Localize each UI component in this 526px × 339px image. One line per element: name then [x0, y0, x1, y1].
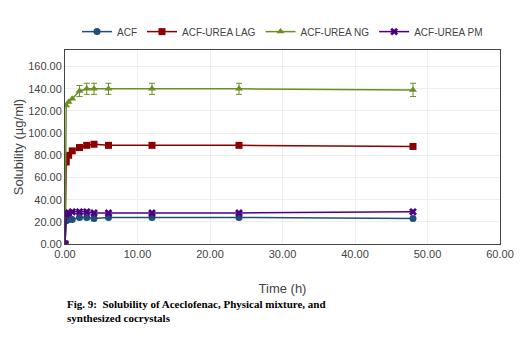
svg-text:20.00: 20.00 — [196, 248, 224, 260]
svg-text:140.00: 140.00 — [28, 83, 62, 95]
svg-text:60.00: 60.00 — [486, 248, 514, 260]
svg-text:Solubility (µg/ml): Solubility (µg/ml) — [11, 99, 26, 195]
svg-text:120.00: 120.00 — [28, 105, 62, 117]
svg-text:50.00: 50.00 — [414, 248, 442, 260]
svg-text:Fig. 9: Solubility of Aceclof: Fig. 9: Solubility of Aceclofenac, Physi… — [67, 298, 326, 324]
svg-text:160.00: 160.00 — [28, 60, 62, 72]
svg-text:0.00: 0.00 — [54, 248, 75, 260]
svg-text:ACF-UREA LAG: ACF-UREA LAG — [182, 27, 256, 38]
svg-text:0.00: 0.00 — [40, 238, 61, 250]
svg-text:ACF: ACF — [117, 27, 137, 38]
svg-text:60.00: 60.00 — [34, 171, 62, 183]
svg-text:ACF-UREA PM: ACF-UREA PM — [414, 27, 482, 38]
svg-text:30.00: 30.00 — [269, 248, 297, 260]
svg-text:Time (h): Time (h) — [259, 281, 307, 296]
svg-text:10.00: 10.00 — [124, 248, 152, 260]
svg-text:40.00: 40.00 — [341, 248, 369, 260]
svg-text:80.00: 80.00 — [34, 149, 62, 161]
svg-text:20.00: 20.00 — [34, 216, 62, 228]
svg-text:ACF-UREA NG: ACF-UREA NG — [301, 27, 370, 38]
svg-text:100.00: 100.00 — [28, 127, 62, 139]
svg-text:40.00: 40.00 — [34, 194, 62, 206]
